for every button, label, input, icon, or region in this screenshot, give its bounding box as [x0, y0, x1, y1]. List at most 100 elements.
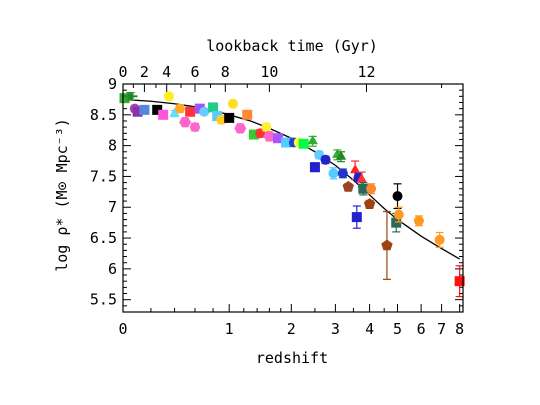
data-point	[227, 98, 238, 109]
data-point	[337, 168, 348, 179]
point-marker	[391, 217, 402, 228]
data-point	[263, 131, 276, 142]
point-marker	[234, 123, 247, 134]
data-point	[179, 117, 192, 128]
point-marker	[381, 239, 393, 251]
plot-frame	[122, 83, 464, 313]
point-marker	[366, 183, 377, 194]
y-tick-label: 7	[108, 198, 117, 216]
y-tick-label: 9	[108, 75, 117, 93]
point-marker	[208, 102, 219, 113]
top-axis-title: lookback time (Gyr)	[206, 37, 378, 55]
point-marker	[185, 106, 196, 117]
x-tick-label: 8	[455, 320, 464, 338]
point-marker	[152, 104, 163, 115]
top-tick-label: 6	[190, 63, 199, 81]
point-marker	[263, 131, 276, 142]
x-tick-label: 6	[417, 320, 426, 338]
point-marker	[320, 154, 331, 165]
data-point	[335, 150, 347, 163]
point-marker	[454, 276, 465, 287]
data-point	[224, 112, 235, 123]
point-marker	[309, 162, 320, 173]
point-marker	[119, 93, 130, 104]
x-tick-label: 5	[393, 320, 402, 338]
x-tick-label: 2	[287, 320, 296, 338]
data-point	[298, 138, 309, 149]
point-marker	[242, 109, 253, 120]
data-point	[307, 135, 318, 147]
point-marker	[163, 91, 174, 102]
data-point	[123, 92, 138, 101]
x-tick-label: 4	[365, 320, 374, 338]
point-marker	[281, 137, 292, 148]
data-point	[320, 154, 331, 165]
data-point	[309, 162, 320, 173]
point-marker	[413, 215, 424, 226]
point-marker	[248, 129, 259, 140]
data-point	[169, 107, 180, 118]
x-tick-label: 0	[118, 320, 127, 338]
point-marker	[307, 135, 318, 145]
data-point	[163, 91, 174, 102]
point-marker	[328, 168, 339, 179]
data-point	[208, 102, 219, 113]
point-marker	[351, 212, 362, 223]
data-point	[158, 109, 169, 120]
data-point	[381, 210, 393, 280]
data-point	[434, 231, 445, 248]
top-tick-label: 10	[260, 63, 278, 81]
point-marker	[216, 114, 227, 125]
data-point	[216, 114, 227, 125]
point-marker	[139, 104, 150, 115]
data-point	[272, 133, 283, 144]
data-point	[185, 106, 196, 117]
point-marker	[132, 106, 143, 117]
point-marker	[179, 117, 192, 128]
data-point	[342, 180, 354, 192]
point-marker	[199, 106, 210, 117]
point-marker	[393, 209, 404, 220]
tick-layer: 0 1 2 3 4 5 6 7 80 2 4 6 8 10 125.566.577.588.59	[90, 63, 464, 338]
data-point	[190, 122, 201, 133]
point-marker	[358, 183, 369, 194]
point-marker	[392, 191, 403, 202]
y-tick-label: 6	[108, 260, 117, 278]
data-points-layer	[119, 91, 465, 298]
point-marker	[363, 198, 376, 210]
point-marker	[169, 107, 180, 117]
point-marker	[194, 103, 205, 114]
y-tick-label: 7.5	[90, 167, 117, 185]
top-tick-label: 8	[221, 63, 230, 81]
data-point	[328, 167, 339, 180]
point-marker	[356, 173, 367, 183]
data-point	[174, 103, 185, 114]
y-tick-label: 8.5	[90, 106, 117, 124]
x-tick-label: 3	[331, 320, 340, 338]
point-marker-core	[127, 93, 134, 100]
point-marker	[335, 150, 347, 160]
x-axis-title: redshift	[256, 349, 328, 367]
top-tick-label: 4	[162, 63, 171, 81]
top-tick-label: 2	[140, 63, 149, 81]
point-marker	[272, 133, 283, 144]
data-point	[234, 123, 247, 134]
point-marker	[261, 122, 272, 133]
data-point	[281, 137, 292, 148]
point-marker	[227, 98, 238, 109]
x-tick-label: 7	[437, 320, 446, 338]
data-point	[199, 106, 210, 117]
point-marker	[212, 111, 223, 122]
point-marker	[190, 122, 201, 133]
point-marker	[337, 168, 348, 179]
data-point	[393, 206, 404, 223]
data-point	[139, 104, 150, 115]
top-tick-label: 0	[118, 63, 127, 81]
data-point	[454, 265, 465, 298]
point-marker	[298, 138, 309, 149]
y-tick-label: 8	[108, 137, 117, 155]
x-tick-label: 1	[225, 320, 234, 338]
top-tick-label: 12	[357, 63, 375, 81]
